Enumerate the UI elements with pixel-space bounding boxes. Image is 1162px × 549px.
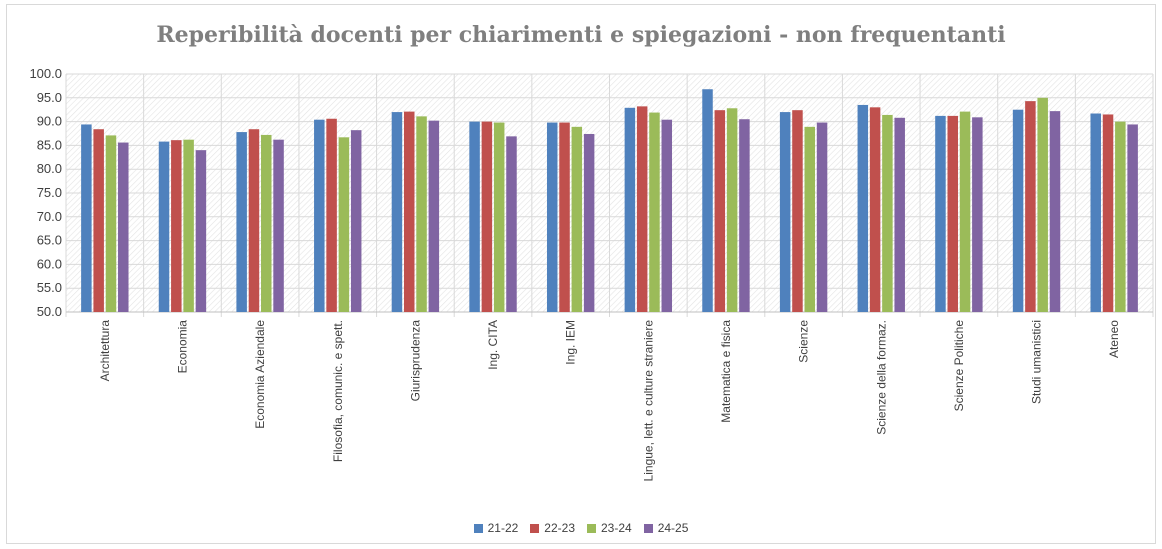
bar-24-25-8 — [739, 119, 750, 312]
bar-21-22-7 — [624, 107, 636, 313]
bar-21-22-13 — [1090, 113, 1101, 313]
bar-22-23-10 — [869, 107, 881, 312]
bar-24-25-3 — [350, 130, 362, 312]
bar-23-24-4 — [416, 116, 427, 312]
bar-23-24-2 — [261, 134, 272, 312]
y-tick-label: 100.0 — [29, 66, 62, 81]
x-tick-label: Scienze — [797, 320, 811, 363]
legend-item: 24-25 — [643, 521, 689, 535]
bar-23-24-7 — [649, 112, 660, 312]
bar-23-24-1 — [183, 139, 194, 312]
legend-swatch — [587, 523, 596, 533]
x-tick-label: Scienze Politiche — [952, 320, 966, 412]
x-tick-label: Economia — [175, 320, 189, 374]
bar-21-22-10 — [857, 104, 869, 312]
x-tick-label: Ing. IEM — [564, 320, 578, 365]
legend-item: 23-24 — [587, 521, 632, 535]
x-tick-label: Ateneo — [1107, 320, 1121, 358]
bar-22-23-4 — [403, 111, 415, 312]
bar-23-24-13 — [1115, 121, 1126, 312]
x-tick-label: Studi umanistici — [1030, 320, 1044, 404]
bar-23-24-12 — [1037, 97, 1048, 312]
x-tick-label: Lingue, lett. e culture straniere — [641, 320, 655, 482]
bar-22-23-1 — [171, 140, 182, 312]
x-tick-label: Architettura — [98, 320, 112, 382]
bar-23-24-5 — [493, 122, 505, 312]
bar-23-24-10 — [882, 114, 893, 312]
bar-21-22-3 — [314, 119, 325, 312]
x-tick-label: Scienze della formaz. — [874, 320, 888, 435]
legend-swatch — [643, 523, 653, 533]
y-tick-label: 50.0 — [37, 304, 62, 319]
y-tick-label: 80.0 — [37, 161, 62, 176]
bar-23-24-9 — [804, 126, 816, 312]
bar-22-23-13 — [1102, 114, 1114, 313]
bar-24-25-9 — [816, 122, 828, 312]
x-tick-label: Ing. CITA — [486, 320, 500, 370]
legend-swatch — [473, 523, 483, 533]
x-tick-label: Matematica e fisica — [719, 320, 733, 423]
bar-23-24-8 — [726, 108, 738, 312]
bar-22-23-8 — [714, 110, 726, 313]
bar-21-22-9 — [779, 112, 791, 312]
chart-title: Reperibilità docenti per chiarimenti e s… — [156, 22, 1006, 48]
bar-21-22-11 — [935, 115, 946, 312]
y-tick-label: 95.0 — [37, 90, 62, 105]
bar-23-24-6 — [571, 126, 583, 312]
y-tick-label: 75.0 — [37, 185, 62, 200]
x-tick-label: Filosofia, comunic. e spett. — [331, 320, 345, 462]
bar-22-23-5 — [481, 121, 493, 312]
bar-24-25-11 — [972, 117, 983, 312]
bar-22-23-12 — [1025, 101, 1036, 312]
y-tick-label: 60.0 — [37, 256, 62, 271]
bar-22-23-0 — [93, 129, 104, 312]
bar-24-25-4 — [428, 120, 440, 312]
bar-22-23-3 — [326, 118, 337, 312]
bar-24-25-2 — [273, 139, 284, 312]
bar-24-25-13 — [1127, 124, 1138, 313]
bar-21-22-2 — [236, 132, 247, 312]
bar-21-22-1 — [158, 141, 170, 312]
bar-24-25-1 — [195, 150, 207, 312]
bar-21-22-8 — [702, 89, 713, 313]
bar-22-23-6 — [559, 122, 570, 312]
x-tick-label: Giurisprudenza — [408, 320, 422, 402]
bar-21-22-0 — [81, 124, 92, 313]
bar-24-25-0 — [118, 142, 129, 312]
bar-21-22-5 — [469, 121, 480, 312]
legend-label: 23-24 — [601, 521, 632, 535]
y-tick-label: 55.0 — [37, 280, 62, 295]
legend-label: 21-22 — [487, 521, 519, 535]
bar-23-24-11 — [959, 111, 971, 312]
bar-24-25-5 — [506, 136, 517, 312]
bar-22-23-2 — [248, 129, 260, 312]
legend-swatch — [530, 523, 540, 533]
bar-24-25-7 — [661, 119, 673, 312]
legend-label: 24-25 — [657, 521, 689, 535]
bar-24-25-10 — [894, 117, 905, 313]
bar-23-24-0 — [105, 135, 117, 312]
bar-23-24-3 — [338, 137, 350, 312]
y-tick-label: 85.0 — [37, 137, 62, 152]
bar-21-22-6 — [546, 122, 558, 312]
x-tick-label: Economia Aziendale — [253, 320, 267, 429]
y-tick-label: 90.0 — [37, 114, 62, 129]
legend-item: 21-22 — [473, 521, 519, 535]
y-tick-label: 65.0 — [37, 233, 62, 248]
bar-24-25-12 — [1049, 111, 1061, 313]
bar-22-23-7 — [636, 106, 648, 312]
legend-item: 22-23 — [530, 521, 575, 535]
bar-22-23-9 — [792, 110, 803, 313]
bar-24-25-6 — [583, 133, 595, 312]
bar-22-23-11 — [947, 115, 958, 312]
legend-label: 22-23 — [544, 521, 575, 535]
legend: 21-22 22-23 23-24 24-25 — [0, 521, 1162, 535]
bar-21-22-4 — [391, 112, 403, 312]
y-tick-label: 70.0 — [37, 209, 62, 224]
bar-21-22-12 — [1012, 109, 1024, 312]
